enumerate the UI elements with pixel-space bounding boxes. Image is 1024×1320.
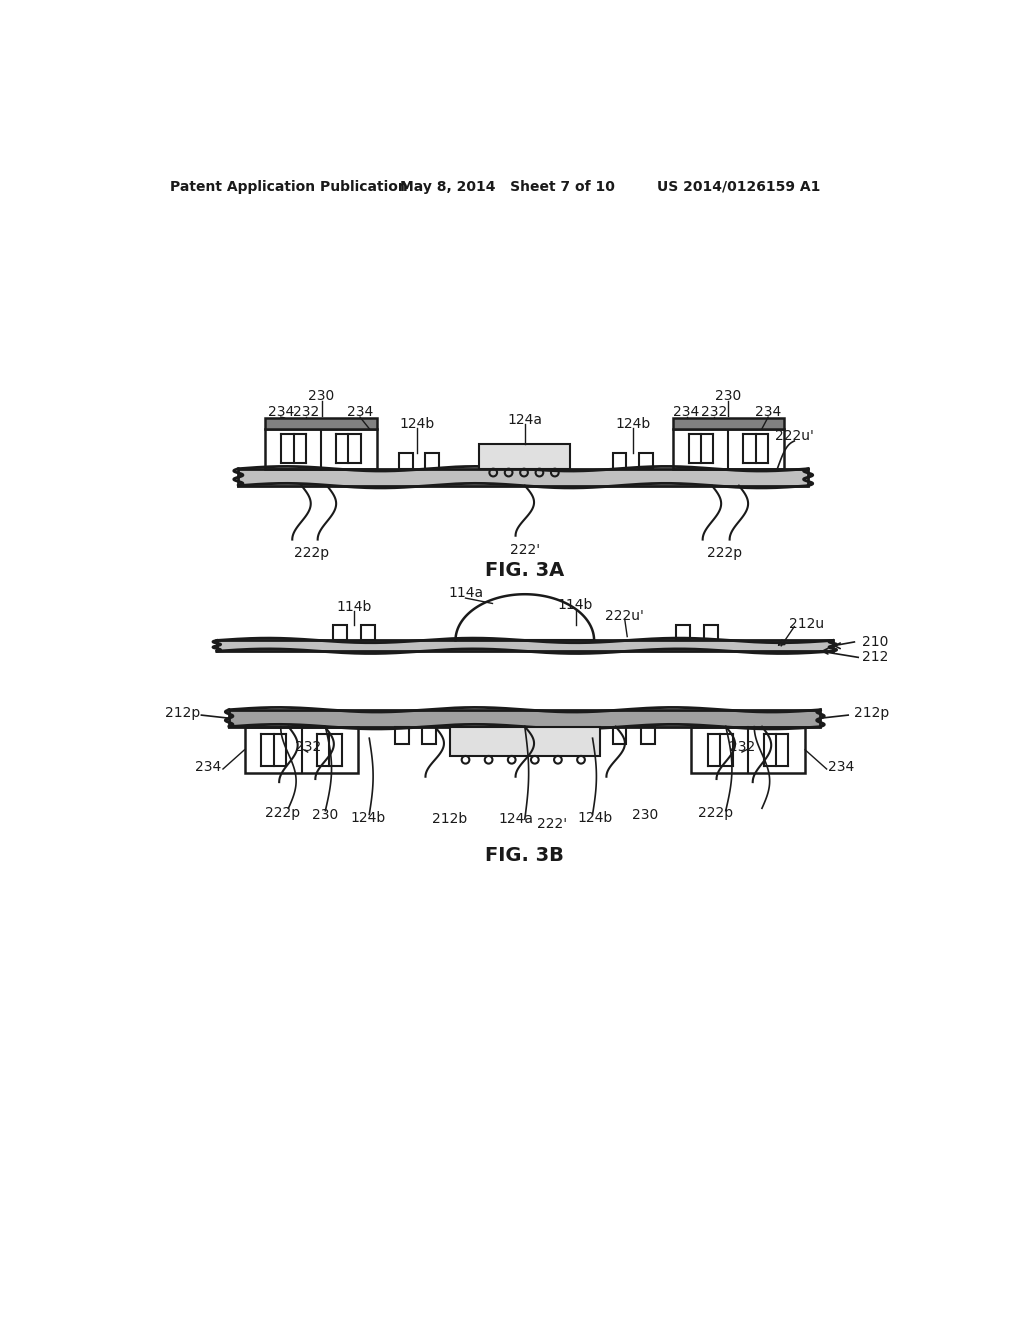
Text: 124a: 124a bbox=[507, 413, 543, 428]
Bar bbox=[673, 418, 784, 429]
Text: 232: 232 bbox=[295, 741, 321, 755]
Bar bbox=[265, 418, 377, 429]
Text: 234: 234 bbox=[828, 760, 854, 774]
Bar bbox=[239, 469, 808, 486]
Text: 222': 222' bbox=[510, 543, 540, 557]
Bar bbox=[705, 626, 718, 640]
Bar bbox=[422, 726, 436, 743]
Bar bbox=[399, 453, 413, 469]
Bar bbox=[360, 626, 375, 640]
Text: 234: 234 bbox=[196, 760, 221, 774]
Text: 230: 230 bbox=[308, 389, 335, 404]
Bar bbox=[333, 626, 347, 640]
Text: FIG. 3B: FIG. 3B bbox=[485, 846, 564, 865]
Text: Patent Application Publication: Patent Application Publication bbox=[170, 180, 408, 194]
Bar bbox=[451, 726, 600, 756]
Bar bbox=[612, 726, 627, 743]
Text: 222u': 222u' bbox=[775, 429, 814, 442]
Bar bbox=[217, 640, 833, 651]
Bar bbox=[425, 453, 439, 469]
Bar bbox=[677, 626, 690, 640]
Bar bbox=[673, 429, 784, 469]
Text: 124a: 124a bbox=[498, 812, 534, 826]
Text: 222p: 222p bbox=[708, 545, 742, 560]
Text: 124b: 124b bbox=[615, 417, 650, 432]
Text: 212u: 212u bbox=[790, 618, 824, 631]
Text: 124b: 124b bbox=[350, 810, 385, 825]
Bar bbox=[394, 726, 409, 743]
Bar bbox=[612, 453, 627, 469]
Text: 232: 232 bbox=[701, 405, 727, 418]
Text: 210: 210 bbox=[862, 635, 889, 649]
Text: 232: 232 bbox=[293, 405, 319, 418]
Bar bbox=[641, 726, 655, 743]
Text: 212p: 212p bbox=[165, 706, 200, 719]
Text: 234: 234 bbox=[755, 405, 781, 418]
Text: 114b: 114b bbox=[558, 598, 593, 612]
Bar bbox=[479, 444, 570, 469]
Text: 212: 212 bbox=[862, 651, 889, 664]
Bar bbox=[245, 726, 358, 774]
Text: US 2014/0126159 A1: US 2014/0126159 A1 bbox=[657, 180, 820, 194]
Text: 232: 232 bbox=[729, 741, 755, 755]
Text: 114a: 114a bbox=[447, 586, 483, 601]
Text: FIG. 3A: FIG. 3A bbox=[485, 561, 564, 579]
Text: 222u': 222u' bbox=[605, 609, 644, 623]
Text: 114b: 114b bbox=[336, 599, 372, 614]
Bar bbox=[691, 726, 805, 774]
Text: 222p: 222p bbox=[265, 807, 301, 820]
Text: 212p: 212p bbox=[854, 706, 890, 719]
Bar bbox=[639, 453, 652, 469]
Text: 222': 222' bbox=[538, 817, 567, 830]
Text: 222p: 222p bbox=[294, 545, 329, 560]
Text: 234: 234 bbox=[347, 405, 373, 418]
Text: 212b: 212b bbox=[432, 812, 468, 826]
Text: 234: 234 bbox=[267, 405, 294, 418]
Text: 124b: 124b bbox=[578, 810, 612, 825]
Text: 222p: 222p bbox=[698, 807, 733, 820]
Text: 234: 234 bbox=[674, 405, 699, 418]
Text: May 8, 2014   Sheet 7 of 10: May 8, 2014 Sheet 7 of 10 bbox=[400, 180, 615, 194]
Text: 230: 230 bbox=[312, 808, 339, 822]
Bar bbox=[229, 710, 820, 726]
Text: 230: 230 bbox=[715, 389, 741, 404]
Bar bbox=[265, 429, 377, 469]
Text: 230: 230 bbox=[632, 808, 658, 822]
Text: 124b: 124b bbox=[399, 417, 434, 432]
